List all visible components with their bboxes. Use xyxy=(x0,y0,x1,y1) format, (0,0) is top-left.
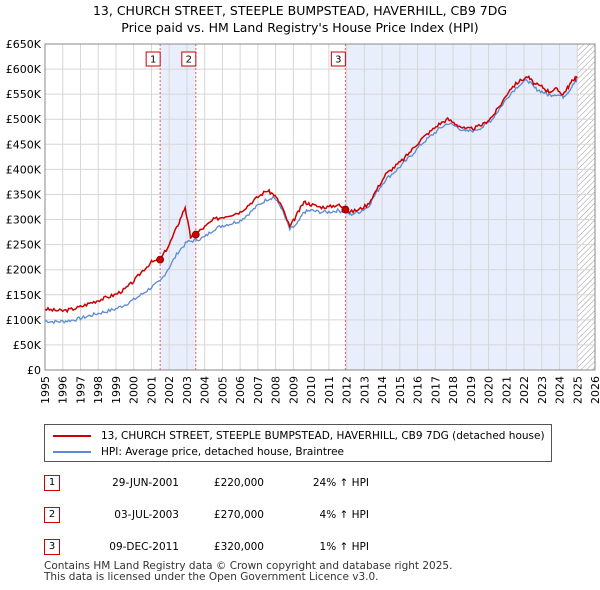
sale-date: 29-JUN-2001 xyxy=(112,477,179,489)
title-line-1: 13, CHURCH STREET, STEEPLE BUMPSTEAD, HA… xyxy=(92,3,508,18)
footer-copyright: Contains HM Land Registry data © Crown c… xyxy=(44,560,453,572)
sale-hpi-change: 4% ↑ HPI xyxy=(319,509,369,521)
x-tick-label: 2009 xyxy=(287,376,300,404)
x-tick-label: 1999 xyxy=(110,376,123,404)
plot-border xyxy=(44,43,596,371)
sale-row: 3 09-DEC-2011 £320,000 1% ↑ HPI xyxy=(44,538,564,558)
y-tick-label: £450K xyxy=(6,138,42,151)
y-tick-label: £650K xyxy=(6,38,42,51)
x-tick-label: 1997 xyxy=(74,376,87,404)
sale-badge-box xyxy=(181,51,197,67)
x-tick-label: 2023 xyxy=(536,376,549,404)
x-tick-label: 2018 xyxy=(447,376,460,404)
legend: 13, CHURCH STREET, STEEPLE BUMPSTEAD, HA… xyxy=(44,424,552,462)
y-tick-label: £300K xyxy=(6,214,42,227)
legend-blue-swatch xyxy=(53,451,91,453)
x-tick-label: 2015 xyxy=(394,376,407,404)
x-tick-label: 2025 xyxy=(571,376,584,404)
sale-row: 2 03-JUL-2003 £270,000 4% ↑ HPI xyxy=(44,506,564,526)
sale-price: £220,000 xyxy=(213,477,264,489)
x-tick-label: 2000 xyxy=(128,376,141,404)
shade-period-3-now xyxy=(345,44,578,370)
x-tick-label: 2026 xyxy=(589,376,600,404)
sale-date: 09-DEC-2011 xyxy=(109,541,179,553)
y-tick-label: £500K xyxy=(6,113,42,126)
y-tick-label: £150K xyxy=(6,289,42,302)
x-tick-label: 1998 xyxy=(92,376,105,404)
sale-badge-box xyxy=(145,51,161,67)
sale-hpi-change: 24% ↑ HPI xyxy=(312,477,369,489)
sale-point xyxy=(341,205,350,214)
sale-badge-label: 1 xyxy=(150,55,156,66)
x-tick-label: 2022 xyxy=(518,376,531,404)
property-series-line xyxy=(44,75,578,314)
sale-badge-label: 2 xyxy=(186,55,192,66)
footer-licence: This data is licensed under the Open Gov… xyxy=(44,571,379,583)
y-tick-label: £400K xyxy=(6,163,42,176)
shade-period-1-2 xyxy=(160,44,196,370)
title-line-2: Price paid vs. HM Land Registry's House … xyxy=(121,20,479,35)
legend-red-swatch xyxy=(53,435,91,437)
x-tick-label: 2004 xyxy=(199,376,212,404)
sale-row: 1 29-JUN-2001 £220,000 24% ↑ HPI xyxy=(44,474,564,494)
sale-number-badge: 1 xyxy=(44,475,60,491)
x-tick-label: 2019 xyxy=(465,376,478,404)
x-tick-label: 2006 xyxy=(234,376,247,404)
sale-badge-label: 3 xyxy=(335,55,341,66)
price-chart: £0 £50K £100K £150K £200K £250K £300K £350K £400… xyxy=(6,38,600,404)
y-tick-label: £100K xyxy=(6,314,42,327)
sale-badge-box xyxy=(330,51,346,67)
y-tick-label: £550K xyxy=(6,88,42,101)
x-tick-label: 2001 xyxy=(145,376,158,404)
sale-point xyxy=(156,255,165,264)
x-tick-label: 2002 xyxy=(163,376,176,404)
x-tick-label: 2013 xyxy=(358,376,371,404)
y-tick-label: £250K xyxy=(6,239,42,252)
x-tick-label: 2010 xyxy=(305,376,318,404)
x-tick-label: 2021 xyxy=(500,376,513,404)
sale-hpi-change: 1% ↑ HPI xyxy=(319,541,369,553)
legend-item-hpi: HPI: Average price, detached house, Brai… xyxy=(53,445,344,459)
x-tick-label: 2012 xyxy=(341,376,354,404)
x-tick-label: 2005 xyxy=(216,376,229,404)
hpi-series-line xyxy=(44,78,578,325)
x-tick-label: 2007 xyxy=(252,376,265,404)
x-tick-label: 2020 xyxy=(483,376,496,404)
forecast-hatch xyxy=(577,44,595,370)
y-tick-label: £200K xyxy=(6,264,42,277)
x-tick-label: 2017 xyxy=(429,376,442,404)
x-tick-label: 2024 xyxy=(554,376,567,404)
legend-item-property: 13, CHURCH STREET, STEEPLE BUMPSTEAD, HA… xyxy=(53,429,545,443)
y-tick-label: £0 xyxy=(27,364,41,377)
sale-number-badge: 3 xyxy=(44,539,60,555)
sale-date: 03-JUL-2003 xyxy=(114,509,179,521)
footer: Contains HM Land Registry data © Crown c… xyxy=(44,561,452,583)
x-tick-label: 2016 xyxy=(412,376,425,404)
y-tick-label: £50K xyxy=(13,339,42,352)
chart-title: 13, CHURCH STREET, STEEPLE BUMPSTEAD, HA… xyxy=(0,2,600,36)
y-tick-label: £600K xyxy=(6,63,42,76)
legend-property-label: 13, CHURCH STREET, STEEPLE BUMPSTEAD, HA… xyxy=(101,430,545,442)
x-tick-label: 2008 xyxy=(270,376,283,404)
sale-price: £320,000 xyxy=(213,541,264,553)
x-tick-label: 1995 xyxy=(39,376,52,404)
sale-price: £270,000 xyxy=(213,509,264,521)
sale-number-badge: 2 xyxy=(44,507,60,523)
legend-hpi-label: HPI: Average price, detached house, Brai… xyxy=(101,446,345,458)
x-tick-label: 2011 xyxy=(323,376,336,404)
sale-point xyxy=(191,230,200,239)
y-tick-label: £350K xyxy=(6,188,42,201)
x-tick-label: 2003 xyxy=(181,376,194,404)
x-tick-label: 2014 xyxy=(376,376,389,404)
x-tick-label: 1996 xyxy=(57,376,70,404)
